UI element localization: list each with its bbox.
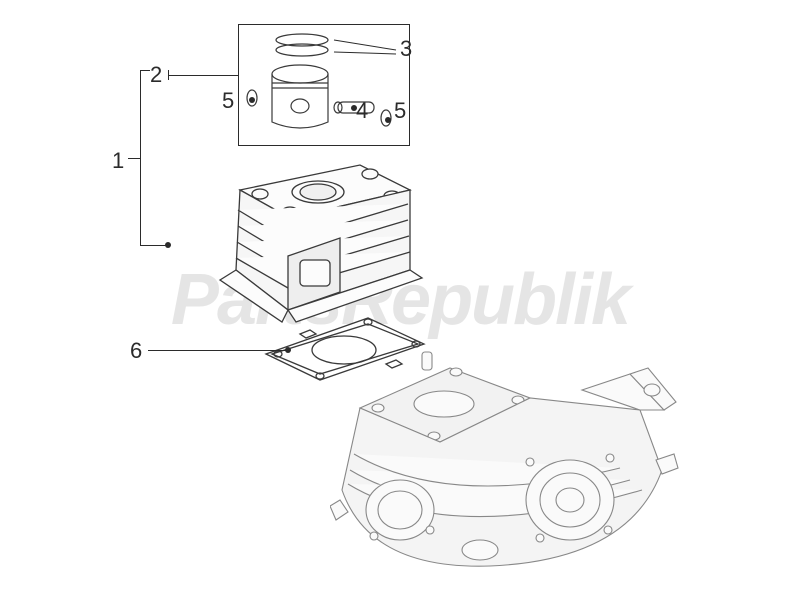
diagram-canvas: PartsRepublik (0, 0, 800, 600)
callout-1-bracket-bot (140, 245, 168, 246)
callout-1-label: 1 (112, 148, 124, 174)
callout-1-bracket (140, 70, 141, 245)
callout-2-label: 2 (150, 62, 162, 88)
callout-1-dot (165, 242, 171, 248)
callout-3-label: 3 (400, 36, 412, 62)
callout-5b-label: 5 (394, 98, 406, 124)
callout-4-label: 4 (356, 98, 368, 124)
cylinder-drawing (210, 160, 430, 330)
callout-2-tick-r (238, 70, 239, 80)
callout-2-line (168, 75, 238, 76)
callout-5a-label: 5 (222, 88, 234, 114)
callout-6-line (148, 350, 288, 351)
callout-2-tick-l (168, 70, 169, 80)
callout-1-tick (128, 158, 140, 159)
piston-detail-drawing (242, 28, 404, 140)
callout-5b-dot (385, 117, 391, 123)
callout-6-dot (285, 347, 291, 353)
callout-6-label: 6 (130, 338, 142, 364)
callout-1-bracket-top (140, 70, 150, 71)
crankcase-drawing (330, 350, 680, 580)
callout-5a-dot (249, 97, 255, 103)
